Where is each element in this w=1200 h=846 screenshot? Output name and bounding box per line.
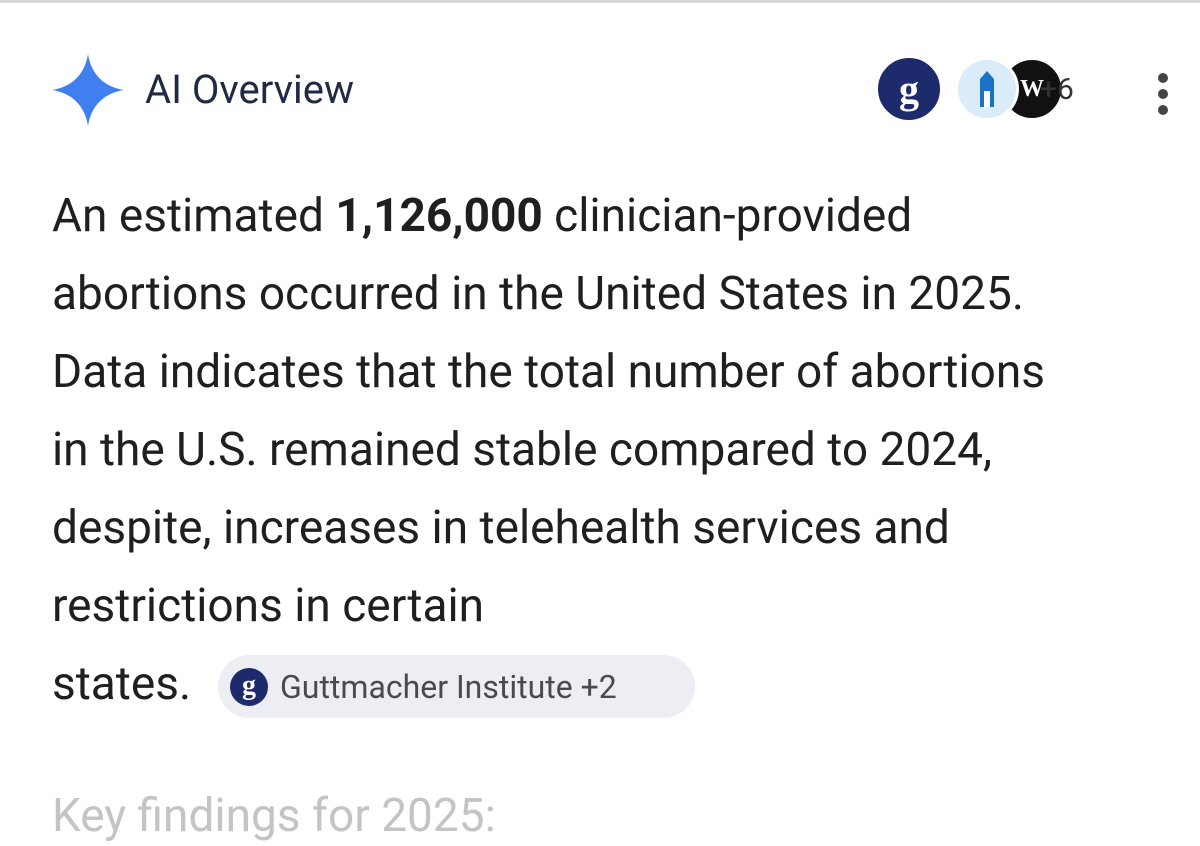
summary-line: Data indicates that the total number of … [52, 345, 1046, 399]
summary-line: abortions occurred in the United States … [52, 267, 1024, 321]
title: AI Overview [145, 66, 355, 113]
text: clinician-provided [554, 189, 913, 243]
section-title: Key findings for 2025: [52, 789, 496, 843]
divider [0, 0, 1200, 3]
summary-line: in the U.S. remained stable compared to … [52, 423, 992, 477]
menu-button[interactable] [1155, 72, 1171, 120]
building-icon [980, 71, 994, 107]
source-icon[interactable]: g [875, 55, 943, 123]
sparkle-icon [52, 54, 124, 126]
citation-label: Guttmacher Institute +2 [280, 668, 617, 706]
highlight: 1,126,000 [335, 189, 543, 243]
source-icon[interactable] [955, 57, 1019, 121]
summary-line: restrictions in certain [52, 579, 485, 633]
summary-line: despite, increases in telehealth service… [52, 501, 950, 555]
summary-line: An estimated 1,126,000 clinician-provide… [52, 186, 912, 246]
summary-line: states. [52, 657, 192, 711]
more-sources[interactable]: +6 [1040, 72, 1074, 107]
citation-chip[interactable]: g Guttmacher Institute +2 [218, 655, 695, 718]
text: An estimated [52, 189, 324, 243]
citation-icon: g [230, 668, 268, 706]
